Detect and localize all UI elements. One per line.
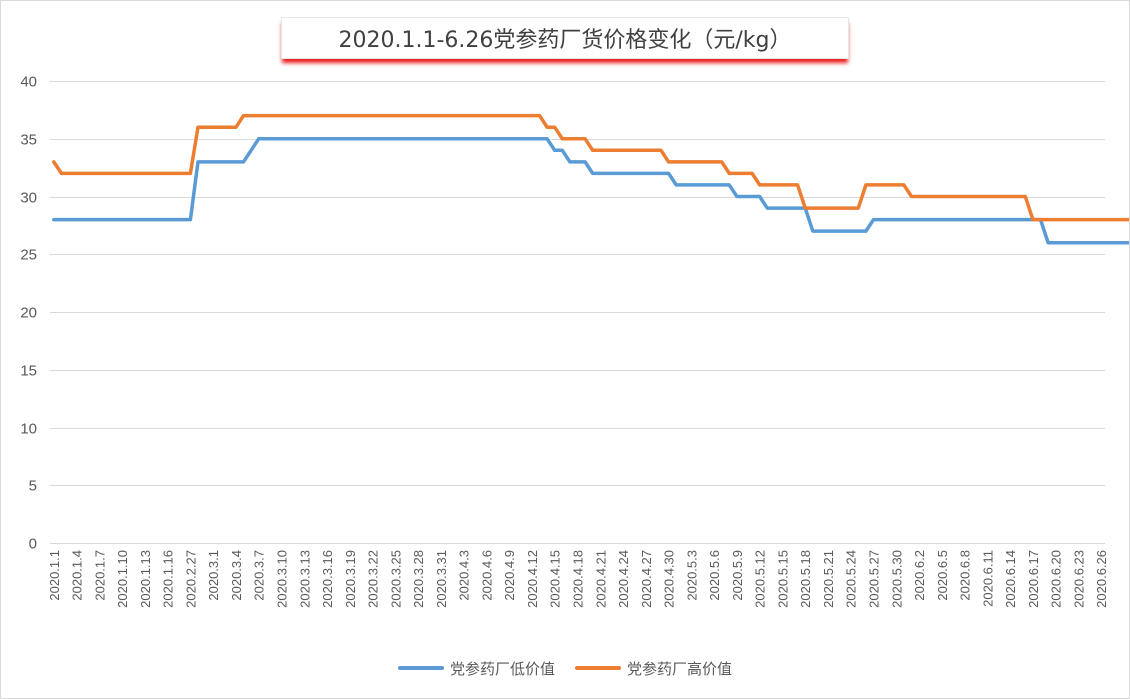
legend-swatch-high [575,666,621,670]
series-line-low [52,137,1129,245]
x-tick-label: 2020.4.24 [616,550,631,608]
x-tick-label: 2020.6.5 [935,550,950,601]
x-tick-label: 2020.4.30 [662,550,677,608]
y-tick-label-30: 30 [20,190,37,207]
x-tick-label: 2020.1.13 [138,550,153,608]
legend-label-high: 党参药厂高价值 [627,659,733,678]
x-tick-label: 2020.6.23 [1071,550,1086,608]
series-lines [52,113,1129,245]
x-tick-label: 2020.4.27 [639,550,654,608]
chart-title: 2020.1.1-6.26党参药厂货价格变化（元/kg） [338,28,792,53]
series-line-high [52,113,1129,222]
x-tick-label: 2020.3.4 [229,550,244,601]
x-tick-label: 2020.3.19 [343,550,358,608]
y-tick-label-5: 5 [29,478,37,495]
x-tick-label: 2020.6.11 [980,550,995,607]
x-tick-label: 2020.6.17 [1026,550,1041,608]
x-tick-label: 2020.3.10 [275,550,290,608]
gridlines [50,81,1105,544]
x-tick-label: 2020.4.21 [593,550,608,608]
y-tick-label-35: 35 [20,132,37,149]
x-tick-label: 2020.4.15 [548,550,563,608]
x-tick-label: 2020.1.16 [161,550,176,608]
x-tick-label: 2020.5.15 [775,550,790,608]
x-tick-label: 2020.5.27 [867,550,882,608]
y-tick-label-15: 15 [20,363,37,380]
x-tick-label: 2020.3.22 [366,550,381,608]
x-tick-label: 2020.3.25 [388,550,403,608]
x-tick-label: 2020.6.8 [958,550,973,601]
x-tick-label: 2020.3.13 [297,550,312,608]
x-tick-label: 2020.1.1 [47,550,62,601]
y-tick-label-20: 20 [20,305,37,322]
legend-swatch-low [397,666,444,670]
y-tick-label-40: 40 [20,74,37,91]
x-tick-label: 2020.1.7 [92,550,107,601]
x-tick-label: 2020.4.3 [457,550,472,601]
y-tick-label-0: 0 [29,536,37,553]
x-tick-label: 2020.5.24 [844,550,859,608]
x-tick-label: 2020.3.31 [434,550,449,608]
x-tick-label: 2020.4.18 [571,550,586,608]
legend-item-high[interactable]: 党参药厂高价值 [575,658,732,679]
x-tick-label: 2020.5.12 [753,550,768,608]
x-tick-label: 2020.3.16 [320,550,335,608]
chart-title-box: 2020.1.1-6.26党参药厂货价格变化（元/kg） [281,17,849,59]
x-tick-label: 2020.6.20 [1049,550,1064,608]
legend-label-low: 党参药厂低价值 [449,659,555,678]
x-tick-label: 2020.3.1 [206,550,221,601]
x-tick-label: 2020.4.12 [525,550,540,608]
x-tick-label: 2020.3.7 [252,550,267,601]
x-tick-label: 2020.6.26 [1094,550,1109,608]
y-tick-label-25: 25 [20,247,37,264]
x-tick-label: 2020.6.2 [912,550,927,601]
x-tick-label: 2020.4.6 [479,550,494,601]
legend-item-low[interactable]: 党参药厂低价值 [397,658,555,679]
x-tick-label: 2020.4.9 [502,550,517,601]
x-tick-label: 2020.2.27 [183,550,198,608]
legend: 党参药厂低价值 党参药厂高价值 [1,656,1129,680]
x-tick-label: 2020.5.21 [821,550,836,608]
y-axis-tick-labels: 0 5 10 15 20 25 30 35 40 [20,74,37,553]
x-tick-label: 2020.6.14 [1003,550,1018,608]
x-tick-label: 2020.1.10 [115,550,130,608]
x-tick-label: 2020.1.4 [70,550,85,601]
x-axis-tick-labels: 2020.1.1 2020.1.4 2020.1.7 2020.1.10 2020.1.… [47,550,1109,608]
x-tick-label: 2020.5.9 [730,550,745,601]
x-tick-label: 2020.3.28 [411,550,426,608]
y-tick-label-10: 10 [20,421,37,438]
x-tick-label: 2020.5.3 [684,550,699,601]
x-tick-label: 2020.5.18 [798,550,813,608]
x-tick-label: 2020.5.30 [889,550,904,608]
x-tick-label: 2020.5.6 [707,550,722,601]
